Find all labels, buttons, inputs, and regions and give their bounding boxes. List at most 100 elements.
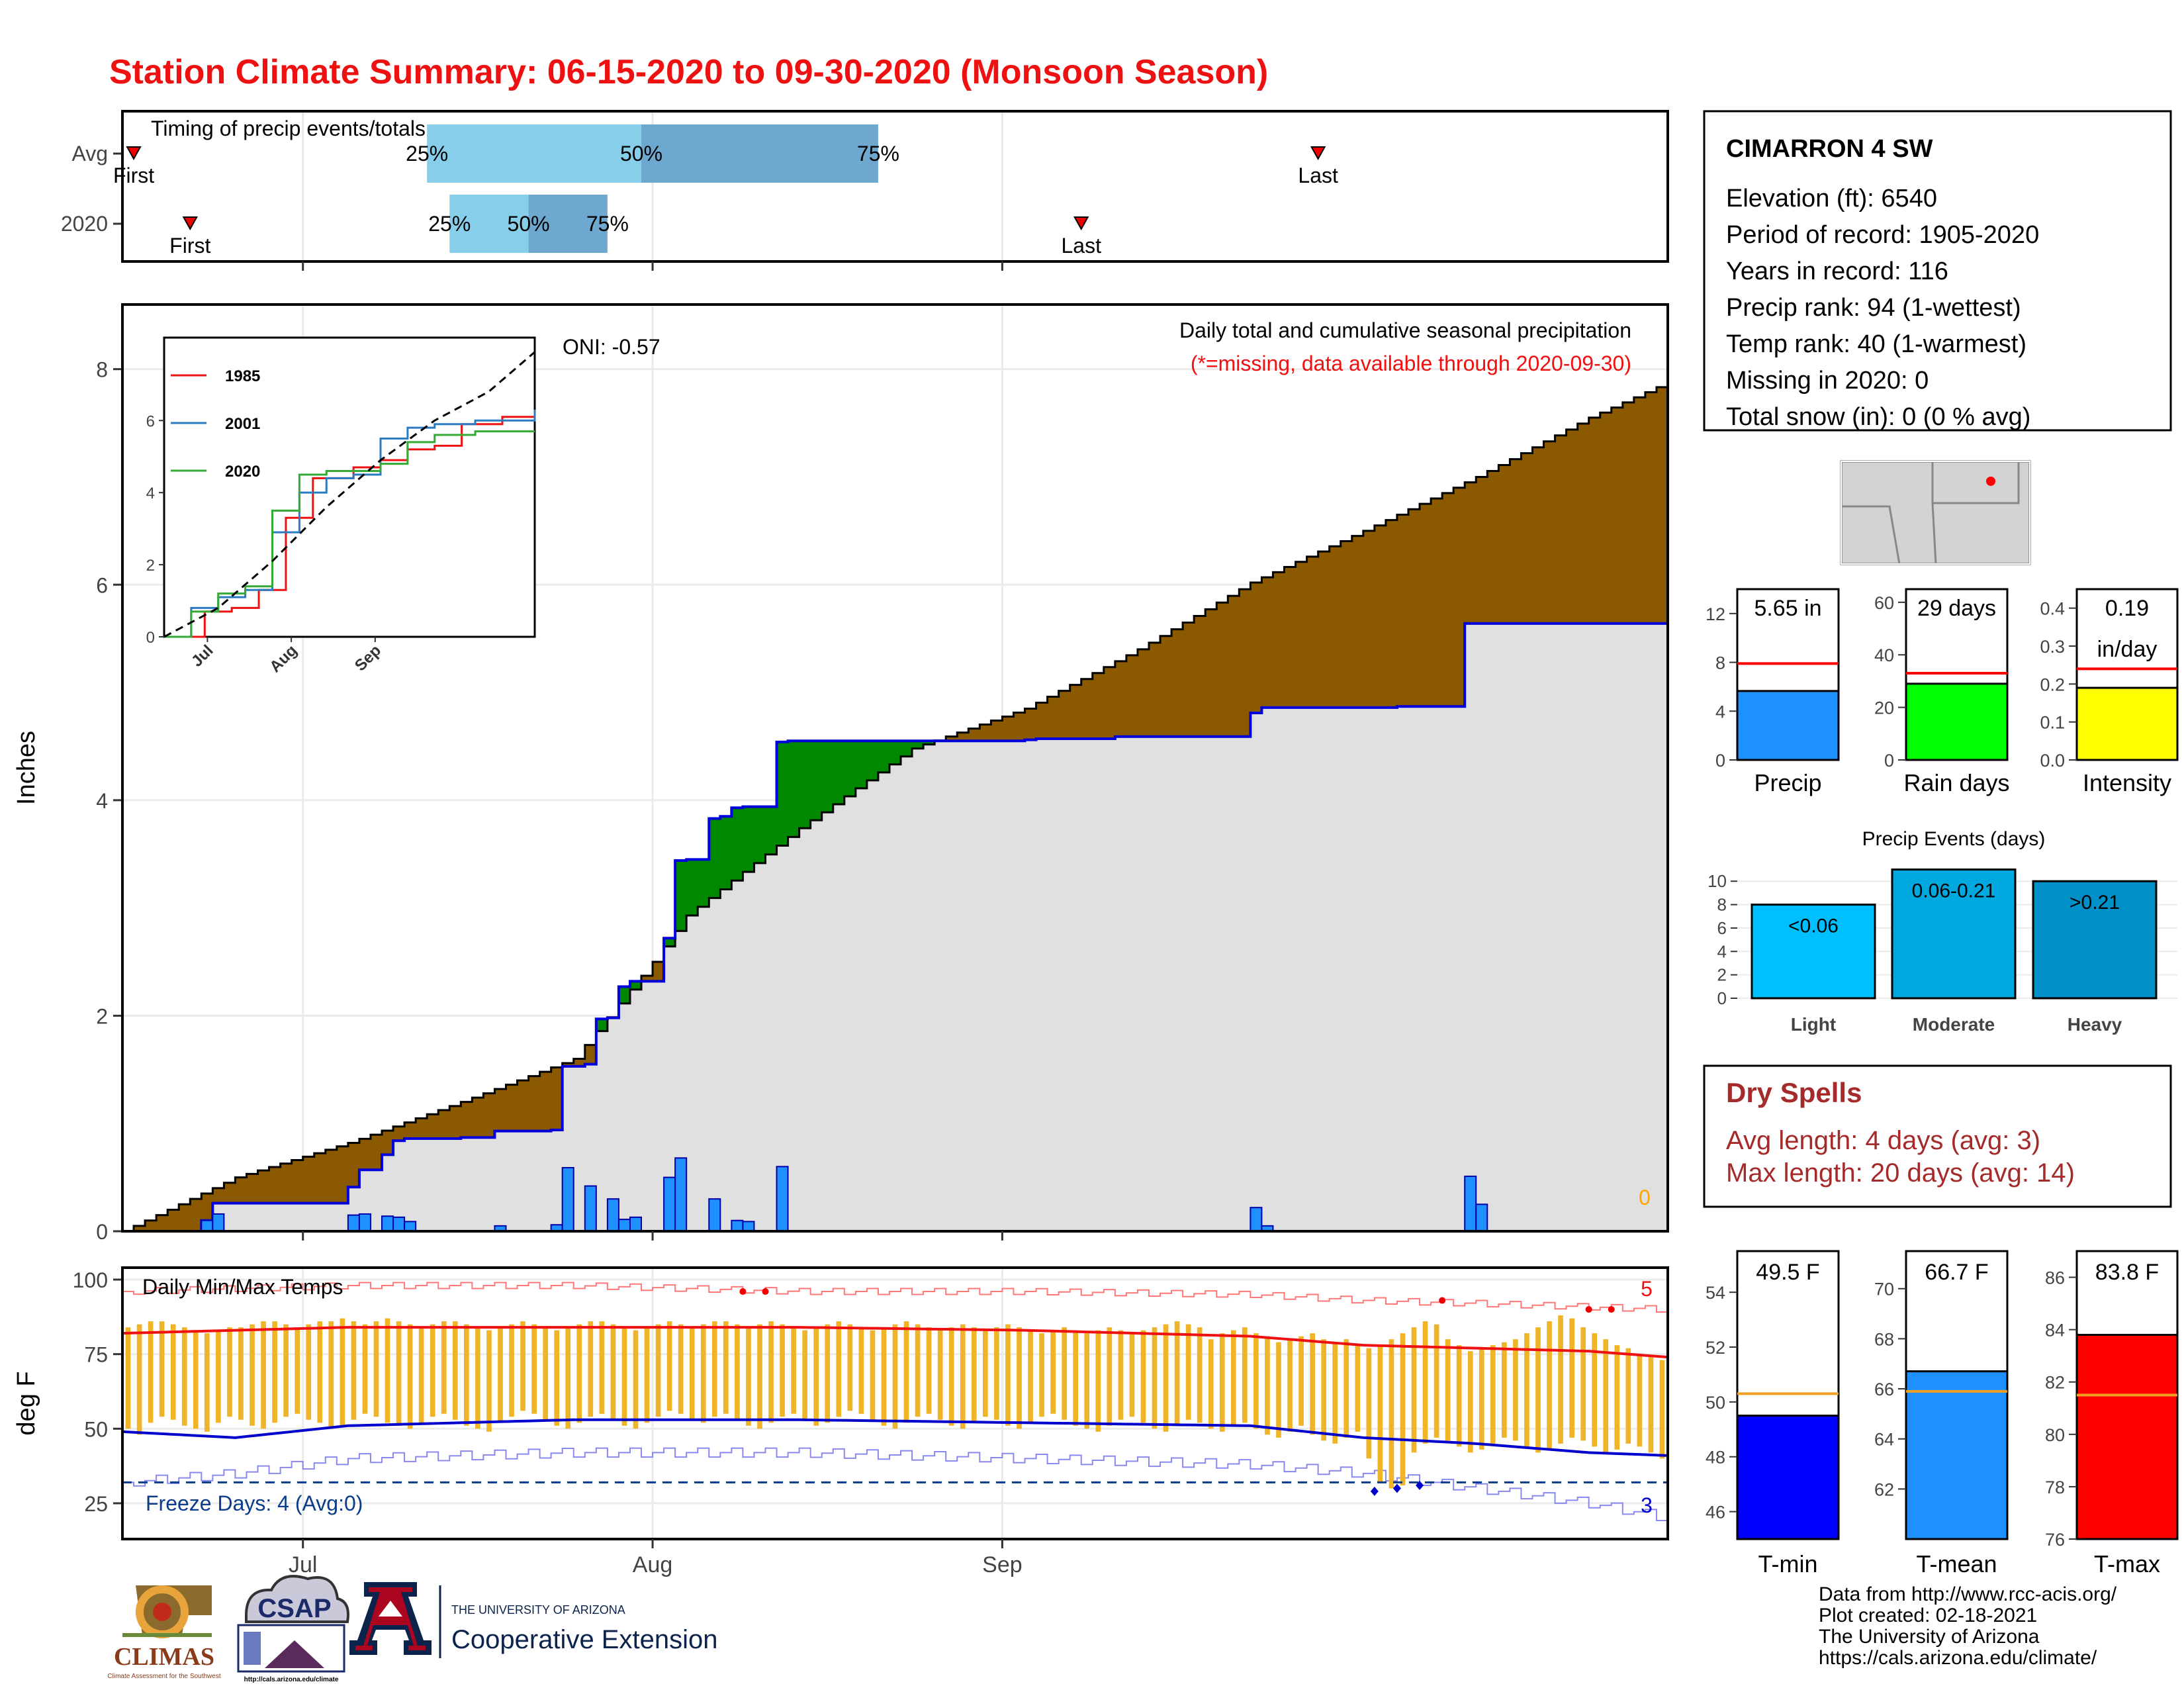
daily-temp-bar [1265, 1336, 1270, 1435]
daily-temp-bar [666, 1321, 672, 1411]
summary-value-label: 0.19 [2105, 596, 2149, 621]
daily-temp-bar [994, 1327, 999, 1420]
summary-value-label: 29 days [1917, 596, 1996, 621]
daily-temp-bar [328, 1321, 334, 1429]
main-caption: Daily total and cumulative seasonal prec… [1179, 318, 1631, 342]
main-y-tick-label: 2 [96, 1004, 108, 1028]
map-outline [1841, 461, 2030, 565]
events-bar-light [1751, 904, 1876, 1000]
daily-precip-bar [708, 1198, 721, 1233]
daily-temp-bar [317, 1321, 323, 1423]
csap-chart-icon [244, 1632, 261, 1665]
temp-summary-y-tick-label: 46 [1706, 1503, 1725, 1523]
station-detail: Period of record: 1905-2020 [1726, 221, 2039, 249]
climas-logo-text: CLIMAS [114, 1643, 214, 1671]
daily-temp-bar [825, 1324, 831, 1423]
credits-block: Data from http://www.rcc-acis.org/Plot c… [1819, 1583, 2117, 1669]
temperature-summary-bars: 46 48 50 52 54 49.5 F T-min 62 64 66 68 70 66.7 F T-m… [1706, 1250, 2179, 1577]
events-category-label: Heavy [2068, 1014, 2122, 1035]
ua-logo-bottom: Cooperative Extension [451, 1625, 717, 1654]
main-y-tick-label: 6 [96, 573, 108, 597]
daily-precip-bar [404, 1221, 417, 1233]
daily-temp-bar [125, 1327, 131, 1429]
inset-y-tick-label: 2 [146, 557, 155, 575]
summary-bar-label: Precip [1754, 769, 1821, 796]
daily-temp-bar [148, 1321, 154, 1423]
daily-temp-bar [1298, 1336, 1304, 1426]
oni-label: ONI: -0.57 [563, 335, 660, 359]
x-tick-label: Sep [982, 1552, 1023, 1577]
timing-p75-label: 75% [586, 212, 629, 236]
daily-temp-bar [881, 1327, 887, 1426]
daily-temp-bar [723, 1321, 729, 1414]
daily-precip-bar [1475, 1203, 1488, 1233]
daily-precip-bar [358, 1213, 371, 1233]
daily-temp-bar [1107, 1327, 1113, 1426]
timing-bar-upper [641, 124, 878, 183]
precip-events-panel: Precip Events (days) 0 2 4 6 8 10 <0.06 Light 0.0… [1707, 828, 2177, 1035]
dry-spells-title: Dry Spells [1726, 1077, 1862, 1108]
daily-precip-bar [392, 1216, 406, 1232]
credit-line: Data from http://www.rcc-acis.org/ [1819, 1583, 2117, 1605]
events-bar-moderate [1891, 868, 2017, 1000]
timing-first-marker [126, 146, 142, 161]
daily-temp-bar [610, 1324, 616, 1420]
climas-logo-icon [136, 1585, 212, 1635]
logo-row: CLIMAS Climate Assessment for the Southwe… [107, 1575, 717, 1683]
temp-summary-y-tick-label: 68 [1874, 1329, 1894, 1349]
ua-logo-top: THE UNIVERSITY OF ARIZONA [451, 1603, 625, 1617]
daily-temp-bar [1310, 1333, 1315, 1435]
daily-temp-bar [1467, 1351, 1473, 1453]
daily-temp-bar [1513, 1339, 1518, 1441]
temp-y-tick-label: 25 [84, 1492, 108, 1516]
average-cumulative-line [122, 382, 1669, 1233]
daily-temp-bar [915, 1324, 921, 1417]
csap-cloud-icon [245, 1575, 349, 1623]
daily-temp-bar [340, 1318, 345, 1426]
temp-summary-bar-t-min [1736, 1415, 1840, 1540]
daily-precip-bar [617, 1219, 631, 1232]
record-min-line [122, 1447, 1668, 1521]
daily-temp-bar [362, 1324, 368, 1414]
daily-temp-bar [136, 1324, 142, 1435]
daily-temp-bar [1535, 1327, 1541, 1453]
temp-summary-y-tick-label: 54 [1706, 1283, 1725, 1303]
timing-bar-upper [528, 195, 608, 253]
events-y-tick-label: 4 [1717, 941, 1727, 961]
daily-temp-bar [1343, 1339, 1349, 1438]
temp-y-axis-label: deg F [13, 1371, 40, 1435]
csap-mountain-icon [265, 1640, 324, 1668]
daily-temp-bar [1028, 1330, 1033, 1423]
normal-max-line [122, 1326, 1668, 1359]
daily-temp-bar [700, 1324, 706, 1423]
record-low-marker [1370, 1486, 1379, 1496]
events-bar-heavy [2032, 880, 2158, 1000]
daily-temp-bar [204, 1333, 210, 1432]
summary-y-tick-label: 0.3 [2040, 637, 2065, 657]
daily-temp-bar [216, 1330, 221, 1423]
credit-line: The University of Arizona [1819, 1626, 2040, 1648]
station-location-dot [1986, 477, 1995, 486]
daily-precip-bar [663, 1176, 676, 1232]
station-detail: Temp rank: 40 (1-warmest) [1726, 330, 2026, 358]
events-bar-label: >0.21 [2070, 892, 2120, 914]
daily-temp-bar [1140, 1330, 1146, 1423]
summary-bar-label: Rain days [1903, 769, 2009, 796]
timing-p25-label: 25% [406, 142, 448, 165]
daily-temp-bar [1242, 1327, 1248, 1423]
daily-temp-bar [385, 1318, 390, 1423]
daily-temp-bar [1253, 1333, 1259, 1429]
daily-temp-bar [1197, 1327, 1203, 1423]
daily-precip-bar [674, 1157, 688, 1233]
daily-temp-bar [227, 1327, 232, 1417]
summary-bar-rain-days [1905, 682, 2009, 761]
temp-summary-value-label: 66.7 F [1925, 1260, 1988, 1285]
temp-summary-y-tick-label: 78 [2045, 1477, 2065, 1497]
summary-y-tick-label: 0.4 [2040, 599, 2065, 619]
timing-row-name: Avg [71, 142, 108, 165]
daily-temp-bar [418, 1327, 424, 1423]
temp-summary-value-label: 83.8 F [2095, 1260, 2159, 1285]
daily-temp-bar [689, 1327, 695, 1420]
station-detail: Years in record: 116 [1726, 258, 1948, 285]
